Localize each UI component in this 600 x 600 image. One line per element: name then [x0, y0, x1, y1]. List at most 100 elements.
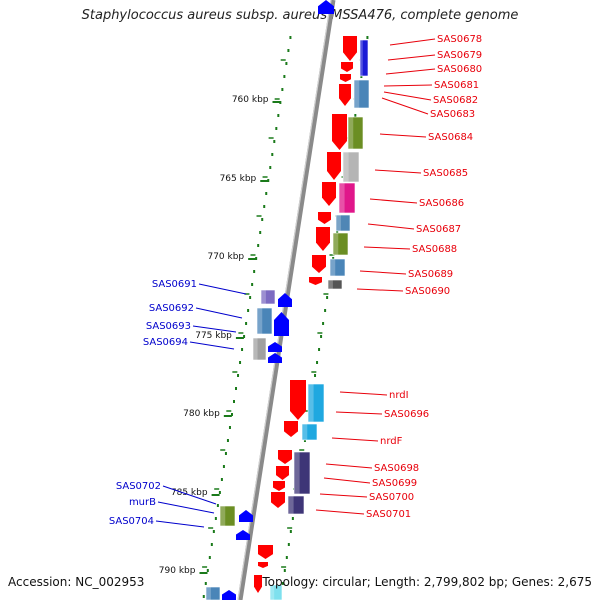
scale-tick-label: 790 kbp: [159, 566, 196, 576]
guide-dot: [230, 413, 233, 416]
forward-gene-arrow: [322, 182, 336, 206]
reverse-gene-label: murB: [129, 497, 156, 508]
feature-block-shine: [253, 338, 258, 360]
feature-block: [359, 39, 369, 77]
leader-line: [367, 223, 415, 230]
feature-block: [338, 182, 356, 214]
feature-block-shine: [294, 452, 300, 494]
feature-block-shine: [270, 585, 275, 600]
guide-dot: [273, 140, 276, 143]
forward-gene-arrow: [284, 421, 298, 437]
gene-arrows: [222, 0, 357, 600]
reverse-gene-arrow: [318, 0, 334, 14]
leader-line: [192, 325, 237, 333]
leader-line: [325, 463, 373, 469]
guide-dot: [245, 322, 248, 325]
feature-block-shine: [343, 152, 349, 182]
forward-gene-arrow: [332, 114, 347, 150]
reverse-gene-arrow: [278, 293, 292, 307]
feature-block: [260, 289, 276, 305]
feature-block-shine: [302, 424, 308, 440]
guide-dot: [285, 62, 288, 65]
leader-line: [356, 288, 404, 292]
guide-dot: [206, 569, 209, 572]
guide-dot: [253, 270, 256, 273]
reverse-gene-arrow: [268, 353, 282, 363]
guide-dot: [216, 504, 219, 507]
guide-dot: [354, 114, 357, 117]
guide-dot: [208, 556, 211, 559]
reverse-gene-arrow: [222, 590, 236, 600]
guide-dot: [289, 36, 292, 39]
guide-dot: [283, 569, 286, 572]
guide-dot: [226, 439, 229, 442]
reverse-gene-arrow: [236, 530, 250, 540]
scale-ticks: 760 kbp 765 kbp 770 kbp 775 kbp 780 kbp 785 k…: [159, 59, 365, 576]
feature-block-shine: [308, 384, 314, 422]
feature-block: [205, 586, 221, 600]
guide-dot: [265, 192, 268, 195]
guide-dot: [218, 491, 221, 494]
feature-block-shine: [206, 587, 211, 600]
forward-gene-arrow: [309, 277, 322, 285]
label-leader-lines: [155, 38, 436, 528]
scale-tick-label: 770 kbp: [207, 252, 244, 262]
feature-block: [329, 258, 346, 277]
guide-dot: [316, 361, 319, 364]
feature-block: [347, 116, 364, 150]
forward-gene-label: SAS0683: [430, 109, 475, 120]
forward-gene-label: SAS0684: [428, 132, 473, 143]
guide-dot: [326, 296, 329, 299]
leader-line: [315, 509, 365, 515]
leader-line: [162, 485, 217, 505]
leader-line: [379, 133, 427, 138]
guide-dot: [324, 309, 327, 312]
leader-line: [189, 341, 235, 350]
feature-block-shine: [336, 215, 341, 231]
feature-block: [219, 505, 236, 527]
guide-dot: [257, 244, 260, 247]
scale-tick-label: 765 kbp: [220, 174, 257, 184]
guide-dot: [247, 309, 250, 312]
forward-gene-label: SAS0701: [366, 509, 411, 520]
guide-dot: [360, 75, 363, 78]
reverse-gene-label: SAS0704: [109, 516, 154, 527]
guide-dot: [291, 517, 294, 520]
feature-block: [335, 214, 351, 232]
forward-gene-label: nrdI: [389, 390, 409, 401]
guide-dot: [287, 543, 290, 546]
forward-gene-label: nrdF: [380, 436, 403, 447]
feature-block-shine: [354, 80, 360, 108]
reverse-gene-arrow: [239, 510, 253, 522]
guide-dot: [220, 478, 223, 481]
scale-tick-label: 775 kbp: [195, 331, 232, 341]
page-title: Staphylococcus aureus subsp. aureus MSSA…: [81, 8, 519, 23]
gene-labels: SAS0678 SAS0679 SAS0680 SAS0681 SAS0682 SAS06…: [109, 34, 482, 527]
accession-text: Accession: NC_002953: [8, 575, 145, 589]
forward-gene-label: SAS0699: [372, 478, 417, 489]
guide-dot: [303, 439, 306, 442]
leader-line: [387, 54, 436, 61]
leader-line: [389, 38, 436, 46]
guide-dot: [318, 348, 321, 351]
feature-block: [342, 151, 360, 183]
guide-dot: [235, 387, 238, 390]
feature-block-shine: [220, 506, 226, 526]
leader-line: [385, 68, 436, 75]
guide-dot: [210, 543, 213, 546]
guide-dot: [233, 400, 235, 403]
guide-dot: [320, 335, 323, 338]
forward-gene-arrow: [339, 84, 351, 106]
feature-block-shine: [261, 290, 266, 304]
guide-dot: [239, 361, 242, 364]
forward-gene-arrow: [276, 466, 289, 480]
reverse-gene-label: SAS0691: [152, 279, 197, 290]
feature-block-shine: [257, 308, 263, 334]
reverse-gene-label: SAS0693: [146, 321, 191, 332]
guide-dot: [241, 348, 244, 351]
guide-dot: [281, 582, 284, 585]
forward-gene-label: SAS0679: [437, 50, 482, 61]
forward-gene-label: SAS0678: [437, 34, 482, 45]
scale-tick-label: 760 kbp: [232, 95, 269, 105]
